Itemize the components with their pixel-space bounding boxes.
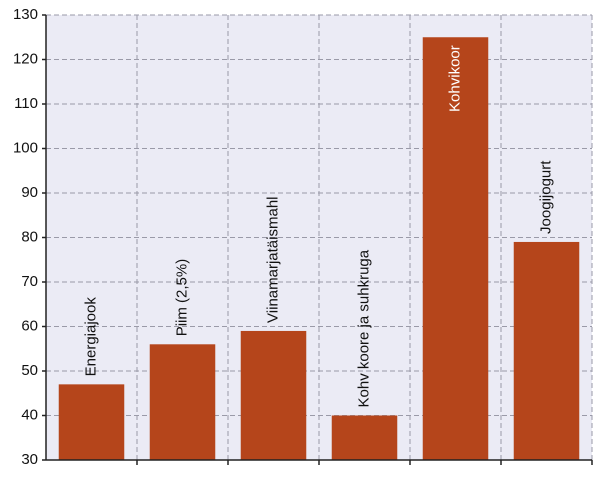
y-tick-label: 50 [21,362,38,379]
bar [149,344,216,460]
bar [331,415,398,460]
bar-label: Kohv koore ja suhkruga [355,249,372,407]
y-tick-label: 70 [21,273,38,290]
bar-label: Kohvikoor [446,45,463,112]
y-tick-label: 100 [13,139,38,156]
bar [240,330,307,460]
bar-label: Viinamarjatäismahl [264,196,281,322]
bar-label: Energiajook [82,297,99,377]
y-tick-label: 40 [21,406,38,423]
y-tick-label: 90 [21,184,38,201]
y-tick-label: 60 [21,317,38,334]
y-tick-label: 120 [13,50,38,67]
bar [58,384,125,460]
bar [422,37,489,460]
y-tick-label: 130 [13,6,38,23]
y-tick-label: 110 [14,95,38,112]
bar-label: Piim (2,5%) [173,259,190,337]
y-tick-label: 80 [21,228,38,245]
bar-label: Joogijogurt [537,160,554,234]
bar [513,241,580,460]
y-tick-label: 30 [21,451,38,468]
